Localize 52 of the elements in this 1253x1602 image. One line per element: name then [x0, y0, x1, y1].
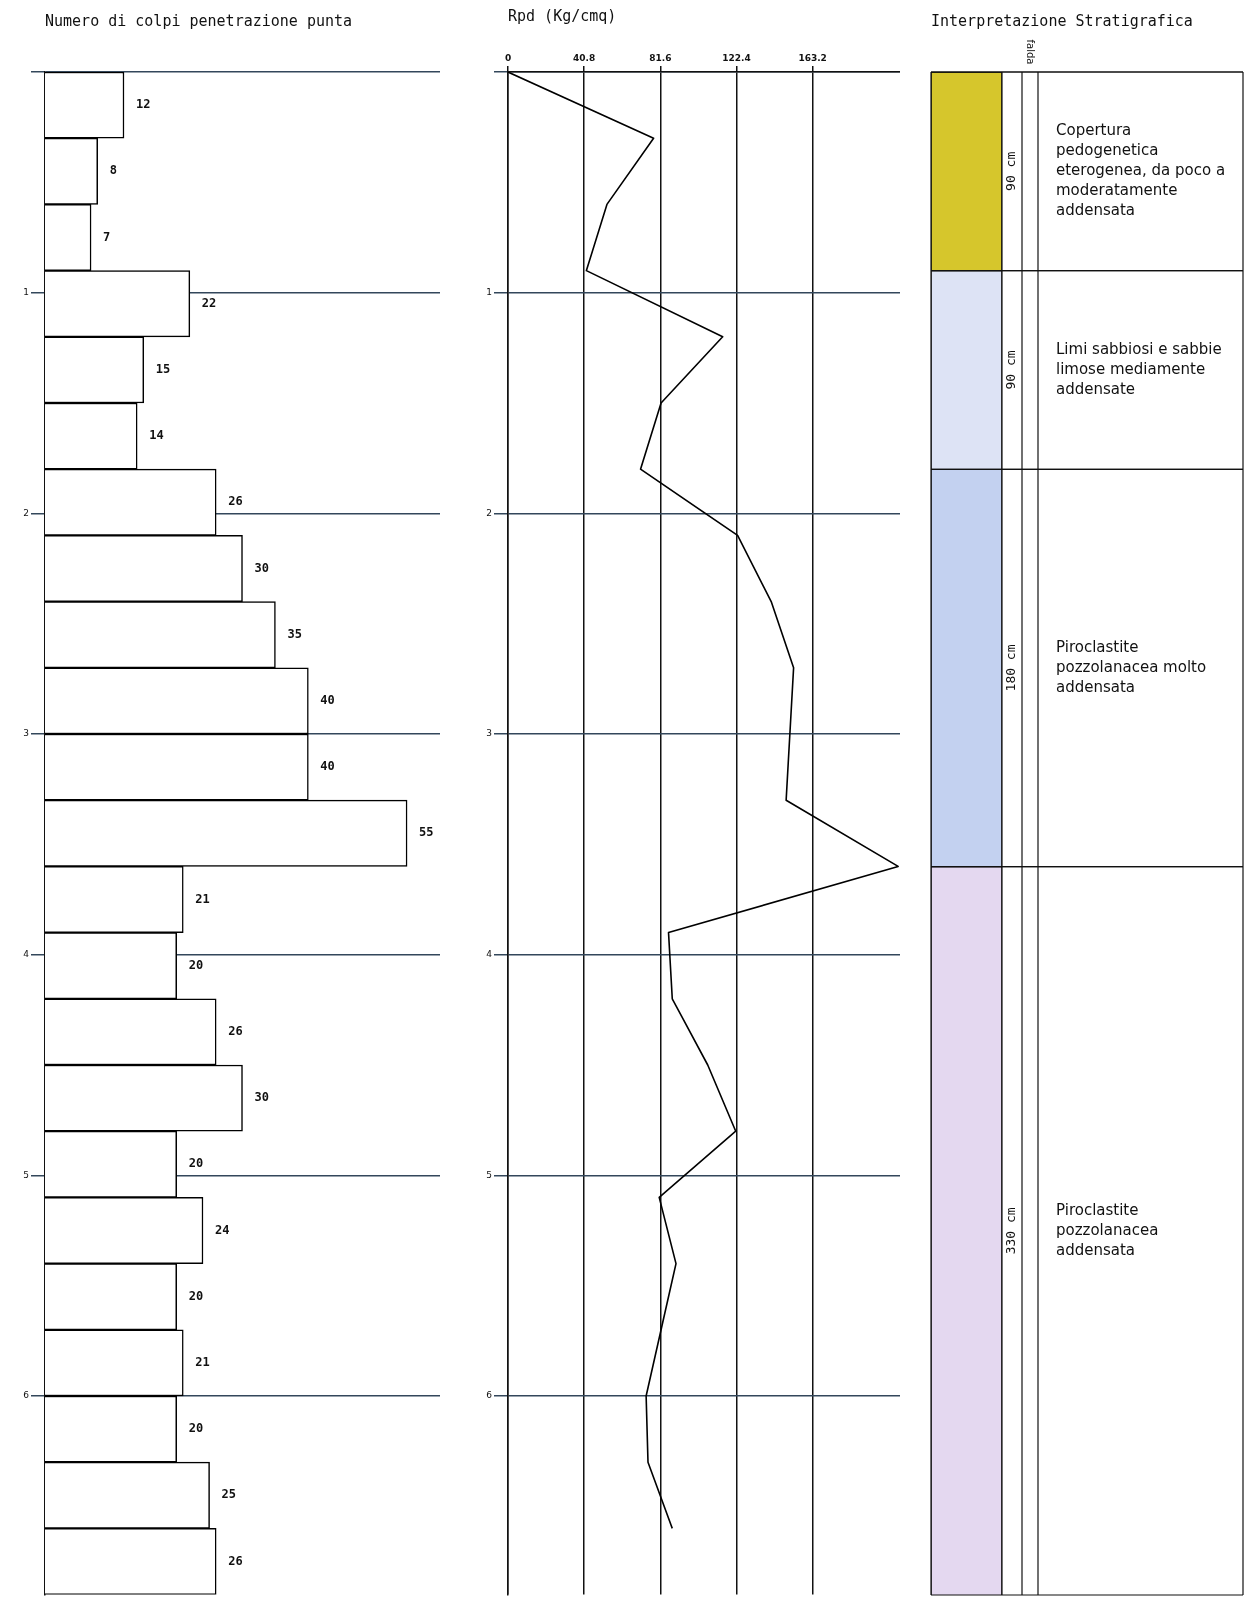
- data-label: 20: [188, 1421, 204, 1436]
- text: falda: [1025, 39, 1037, 65]
- y-tick-label: 4: [486, 949, 493, 960]
- y-tick-label: 2: [486, 507, 492, 518]
- y-tick-label: 1: [486, 287, 492, 298]
- y-tick-label: 1: [23, 287, 29, 298]
- y-tick-label: 5: [486, 1169, 492, 1180]
- y-tick-label: 5: [23, 1169, 29, 1180]
- data-label: 330 cm: [1003, 1207, 1019, 1255]
- data-label: 8: [109, 163, 117, 178]
- data-label: 20: [188, 957, 204, 972]
- data-label: 14: [149, 428, 164, 443]
- data-label: 35: [287, 626, 302, 641]
- text: Piroclastite pozzolanacea molto addensata: [1056, 637, 1207, 696]
- data-label: 21: [195, 891, 210, 906]
- y-tick-label: 3: [23, 728, 29, 739]
- data-label: 21: [195, 1355, 210, 1370]
- data-label: 26: [228, 494, 243, 509]
- text: Interpretazione Stratigrafica: [931, 11, 1193, 30]
- data-label: 25: [221, 1487, 237, 1502]
- y-tick-label: 6: [486, 1390, 493, 1401]
- text: Limi sabbiosi e sabbie limose mediamente addensate: [1056, 339, 1222, 398]
- data-label: 7: [103, 229, 111, 244]
- data-label: 24: [215, 1222, 230, 1237]
- data-label: 12: [136, 97, 151, 112]
- data-label: 20: [188, 1156, 204, 1171]
- x-tick-label: 40.8: [573, 52, 596, 63]
- y-tick-label: 6: [23, 1390, 30, 1401]
- data-label: 40: [320, 759, 335, 774]
- x-tick-label: 81.6: [649, 52, 672, 63]
- data-label: 55: [419, 825, 434, 840]
- x-tick-label: 0: [504, 52, 512, 63]
- y-tick-label: 3: [486, 728, 492, 739]
- data-label: 20: [188, 1288, 204, 1303]
- y-tick-label: 2: [23, 507, 29, 518]
- data-label: 180 cm: [1003, 644, 1019, 692]
- x-tick-label: 122.4: [722, 52, 751, 63]
- data-label: 40: [320, 693, 335, 708]
- data-label: 90 cm: [1003, 151, 1019, 191]
- data-label: 90 cm: [1003, 350, 1019, 390]
- text: Piroclastite pozzolanacea addensata: [1056, 1200, 1159, 1259]
- data-label: 30: [254, 560, 269, 575]
- data-label: 22: [201, 295, 217, 310]
- x-axis-title: Rpd (Kg/cmq): [508, 6, 617, 25]
- text: Copertura pedogenetica eterogenea, da poco a moderatamente addensata: [1056, 121, 1226, 220]
- chart-title: Numero di colpi penetrazione punta: [45, 11, 353, 30]
- data-label: 26: [228, 1553, 243, 1568]
- data-label: 15: [155, 362, 171, 377]
- x-tick-label: 163.2: [798, 52, 827, 63]
- y-tick-label: 4: [23, 949, 30, 960]
- data-label: 30: [254, 1090, 269, 1105]
- data-label: 26: [228, 1024, 243, 1039]
